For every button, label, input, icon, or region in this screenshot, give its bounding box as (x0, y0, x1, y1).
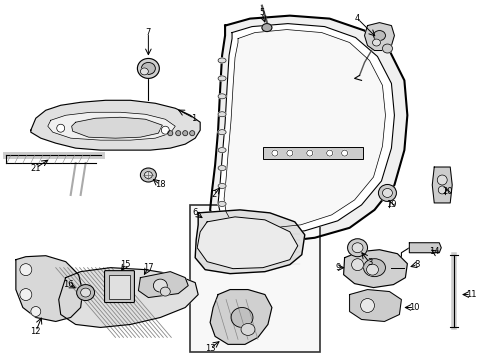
Ellipse shape (20, 264, 32, 276)
Polygon shape (195, 210, 304, 274)
Polygon shape (59, 268, 198, 328)
Ellipse shape (218, 112, 225, 117)
Ellipse shape (347, 239, 367, 257)
Ellipse shape (161, 126, 169, 134)
Ellipse shape (218, 94, 225, 99)
Ellipse shape (351, 243, 362, 253)
Ellipse shape (141, 62, 155, 75)
Text: 3: 3 (366, 258, 371, 267)
Polygon shape (48, 112, 175, 140)
Text: 15: 15 (120, 260, 130, 269)
Polygon shape (16, 256, 82, 321)
Ellipse shape (31, 306, 41, 316)
Ellipse shape (271, 150, 277, 156)
Ellipse shape (218, 58, 225, 63)
Polygon shape (72, 117, 162, 138)
Polygon shape (210, 289, 271, 345)
Polygon shape (408, 243, 440, 253)
Ellipse shape (241, 323, 254, 336)
Text: 21: 21 (30, 163, 41, 172)
Ellipse shape (373, 31, 385, 41)
Text: 4: 4 (354, 14, 360, 23)
Ellipse shape (20, 289, 32, 301)
Bar (108, 275, 130, 298)
Ellipse shape (382, 189, 392, 197)
Text: 9: 9 (334, 263, 340, 272)
Text: 8: 8 (414, 260, 419, 269)
Bar (263, 147, 362, 159)
Ellipse shape (175, 131, 181, 136)
Text: 6: 6 (192, 208, 198, 217)
Polygon shape (224, 30, 385, 228)
Ellipse shape (218, 166, 225, 171)
Bar (190, 205, 319, 352)
Ellipse shape (326, 150, 332, 156)
Ellipse shape (286, 150, 292, 156)
Ellipse shape (437, 186, 446, 194)
Ellipse shape (230, 307, 252, 328)
Polygon shape (31, 100, 200, 150)
Ellipse shape (77, 285, 94, 301)
Ellipse shape (218, 184, 225, 189)
Ellipse shape (382, 44, 392, 53)
Ellipse shape (360, 298, 374, 312)
Ellipse shape (57, 124, 64, 132)
Text: 18: 18 (155, 180, 165, 189)
Ellipse shape (436, 175, 447, 185)
Text: 10: 10 (408, 303, 419, 312)
Text: 11: 11 (465, 290, 475, 299)
Text: 1: 1 (191, 114, 196, 123)
Text: 13: 13 (204, 344, 215, 353)
Text: 7: 7 (145, 28, 151, 37)
Ellipse shape (341, 150, 347, 156)
Polygon shape (343, 250, 407, 288)
Ellipse shape (351, 259, 363, 271)
Text: 12: 12 (30, 327, 41, 336)
Polygon shape (364, 23, 394, 50)
Text: 20: 20 (441, 188, 451, 197)
Ellipse shape (81, 288, 90, 297)
Polygon shape (431, 167, 451, 203)
Ellipse shape (366, 264, 378, 275)
Ellipse shape (189, 131, 194, 136)
Ellipse shape (363, 259, 385, 276)
Text: 16: 16 (63, 280, 74, 289)
Polygon shape (197, 217, 297, 269)
Ellipse shape (140, 168, 156, 182)
Text: 14: 14 (428, 247, 439, 256)
Ellipse shape (167, 131, 172, 136)
Polygon shape (349, 289, 401, 321)
Polygon shape (210, 15, 407, 242)
Ellipse shape (183, 131, 187, 136)
Ellipse shape (262, 24, 271, 32)
Ellipse shape (378, 184, 396, 201)
Ellipse shape (137, 58, 159, 78)
Ellipse shape (372, 39, 380, 46)
Ellipse shape (160, 287, 170, 296)
Ellipse shape (144, 171, 152, 179)
Ellipse shape (218, 130, 225, 135)
Ellipse shape (218, 201, 225, 206)
Ellipse shape (218, 76, 225, 81)
FancyBboxPatch shape (104, 271, 134, 302)
Text: 2: 2 (211, 190, 216, 199)
Text: 19: 19 (386, 201, 396, 210)
Text: 17: 17 (143, 263, 153, 272)
Polygon shape (138, 272, 188, 298)
Polygon shape (218, 24, 394, 234)
Ellipse shape (140, 68, 148, 75)
Ellipse shape (153, 279, 167, 292)
Ellipse shape (218, 148, 225, 153)
Ellipse shape (306, 150, 312, 156)
Text: 5: 5 (259, 8, 264, 17)
